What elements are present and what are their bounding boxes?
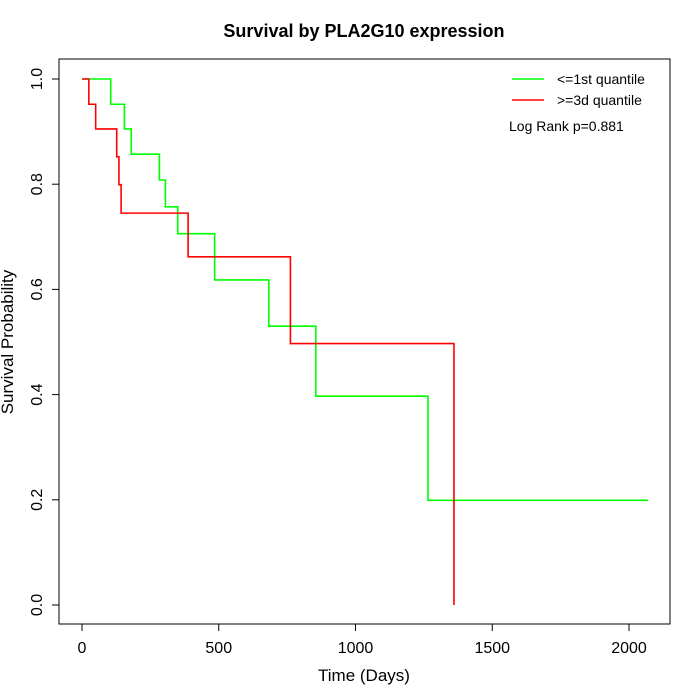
log-rank-annotation: Log Rank p=0.881 — [509, 118, 624, 134]
legend-label-1: <=1st quantile — [557, 71, 645, 87]
y-tick-label: 1.0 — [29, 68, 46, 90]
legend: <=1st quantile >=3d quantile — [512, 71, 645, 108]
x-tick-label: 500 — [205, 640, 232, 657]
x-tick-label: 2000 — [611, 640, 647, 657]
series-line-1 — [82, 78, 649, 502]
series-layer — [82, 78, 649, 605]
y-tick-label: 0.4 — [29, 383, 46, 405]
series-line-2 — [82, 78, 455, 605]
y-tick-label: 0.8 — [29, 173, 46, 195]
x-tick-label: 1000 — [338, 640, 374, 657]
y-tick-label: 0.6 — [29, 278, 46, 300]
y-axis-label: Survival Probability — [0, 269, 17, 414]
legend-label-2: >=3d quantile — [557, 92, 642, 108]
x-tick-label: 0 — [78, 640, 87, 657]
x-axis-label: Time (Days) — [318, 666, 410, 685]
y-tick-label: 0.0 — [29, 594, 46, 616]
chart-title: Survival by PLA2G10 expression — [223, 21, 504, 41]
x-tick-label: 1500 — [474, 640, 510, 657]
y-axis: 0.0 0.2 0.4 0.6 0.8 1.0 — [29, 68, 60, 616]
y-tick-label: 0.2 — [29, 489, 46, 511]
x-axis: 0 500 1000 1500 2000 — [78, 623, 647, 657]
